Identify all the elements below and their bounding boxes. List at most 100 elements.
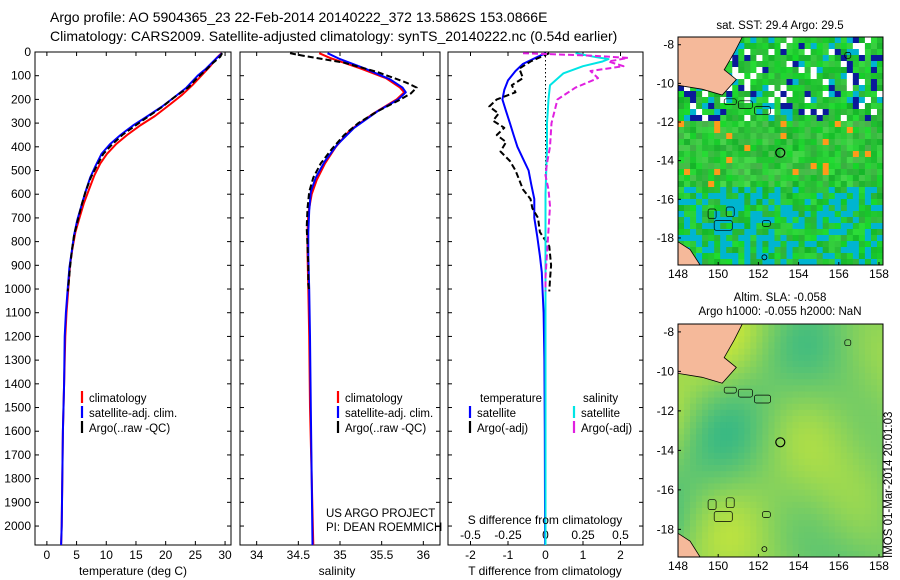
map-cell — [756, 495, 763, 503]
map-cell — [780, 223, 787, 230]
map-cell — [720, 241, 727, 248]
map-cell — [756, 514, 763, 521]
map-cell — [762, 385, 769, 392]
map-cell — [876, 397, 883, 405]
map-cell — [804, 446, 812, 454]
map-cell — [858, 223, 866, 230]
legend-label-s-argo: Argo(-adj) — [581, 423, 632, 435]
map-cell — [804, 495, 812, 503]
map-cell — [822, 61, 830, 68]
map-cell — [846, 354, 854, 362]
map-cell — [726, 379, 733, 386]
map-cell — [768, 199, 775, 206]
map-cell — [702, 446, 709, 454]
map-cell — [738, 544, 745, 552]
map-cell — [732, 514, 739, 521]
map-cell — [738, 49, 745, 56]
map-cell — [684, 211, 691, 218]
map-cell — [864, 532, 872, 539]
temperature-panel: 0100200300400500600700800900100011001200… — [4, 45, 232, 578]
map-cell — [804, 520, 812, 527]
map-cell — [696, 175, 703, 182]
map-cell — [834, 403, 842, 411]
map-cell — [864, 360, 872, 368]
map-cell — [798, 217, 806, 224]
map-cell — [864, 127, 872, 134]
map-cell — [828, 115, 836, 122]
map-cell — [864, 440, 872, 448]
map-cell — [690, 157, 697, 164]
map-x-tick-label: 154 — [789, 559, 809, 573]
map-cell — [780, 544, 787, 552]
map-cell — [738, 397, 745, 405]
map-cell — [744, 360, 751, 368]
map-cell — [840, 199, 848, 206]
map-cell — [840, 55, 848, 62]
map-cell — [696, 391, 703, 398]
map-cell — [822, 115, 830, 122]
map-cell — [852, 348, 860, 356]
map-cell — [858, 85, 866, 92]
map-cell — [738, 440, 745, 448]
map-cell — [816, 223, 824, 230]
map-cell — [834, 193, 842, 200]
map-y-tick-label: -18 — [657, 231, 675, 245]
map-cell — [792, 43, 799, 50]
map-cell — [768, 422, 775, 429]
map-cell — [840, 348, 848, 356]
map-cell — [810, 385, 818, 392]
map-cell — [846, 501, 854, 509]
map-cell — [852, 434, 860, 441]
salinity-profiles — [289, 52, 418, 545]
map-cell — [726, 434, 733, 441]
map-cell — [834, 471, 842, 478]
map-cell — [732, 205, 739, 212]
map-cell — [696, 550, 703, 557]
map-cell — [708, 465, 715, 472]
map-cell — [714, 229, 721, 236]
map-cell — [750, 79, 757, 86]
map-cell — [858, 471, 866, 478]
map-cell — [852, 97, 860, 104]
map-cell — [822, 163, 830, 170]
map-cell — [852, 241, 860, 248]
map-cell — [810, 373, 818, 380]
map-cell — [768, 241, 775, 248]
map-cell — [846, 67, 854, 74]
map-cell — [726, 495, 733, 503]
map-cell — [852, 409, 860, 417]
map-cell — [768, 163, 775, 170]
map-cell — [858, 348, 866, 356]
map-cell — [684, 115, 691, 122]
reef-outline — [754, 394, 771, 404]
map-cell — [744, 187, 751, 194]
map-cell — [870, 169, 878, 176]
map-cell — [780, 477, 787, 484]
map-cell — [744, 324, 751, 331]
map-cell — [684, 241, 691, 248]
map-cell — [762, 175, 769, 182]
map-cell — [804, 514, 812, 521]
map-cell — [792, 79, 799, 86]
s-diff-tick-label: 0.25 — [571, 528, 595, 542]
map-cell — [762, 489, 769, 497]
map-cell — [786, 360, 793, 368]
map-cell — [804, 91, 812, 98]
map-cell — [864, 458, 872, 466]
map-cell — [834, 163, 842, 170]
map-cell — [864, 520, 872, 527]
map-cell — [870, 121, 878, 128]
map-cell — [684, 507, 691, 515]
map-cell — [792, 538, 799, 546]
map-cell — [738, 217, 745, 224]
map-cell — [762, 127, 769, 134]
map-cell — [834, 133, 842, 140]
map-cell — [828, 127, 836, 134]
map-cell — [792, 477, 799, 484]
map-cell — [798, 157, 806, 164]
map-cell — [852, 121, 860, 128]
map-cell — [768, 121, 775, 128]
map-cell — [756, 452, 763, 460]
map-cell — [822, 241, 830, 248]
map-cell — [834, 465, 842, 472]
